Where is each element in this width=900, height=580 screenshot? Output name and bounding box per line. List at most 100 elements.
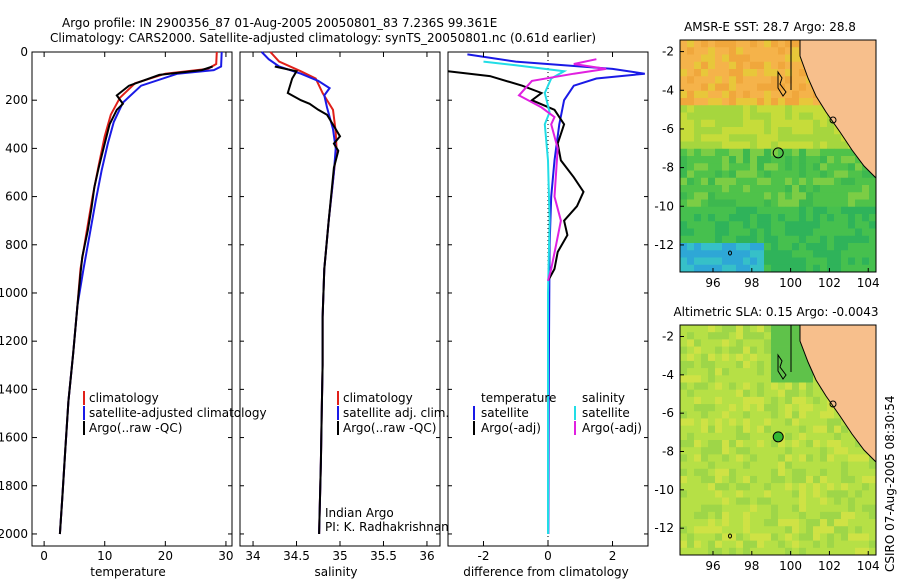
map-cell xyxy=(806,382,814,390)
map-cell xyxy=(764,547,772,556)
map-cell xyxy=(806,547,814,556)
map-cell xyxy=(771,519,779,527)
map-cell xyxy=(736,411,744,419)
map-cell xyxy=(841,264,849,273)
map-cell xyxy=(750,339,758,347)
map-cell xyxy=(820,511,828,520)
map-cell xyxy=(687,235,695,244)
island-outline xyxy=(829,116,837,124)
map-cell xyxy=(757,497,765,505)
map-cell xyxy=(743,90,751,99)
map-cell xyxy=(806,468,814,477)
map-cell xyxy=(813,396,821,405)
map-cell xyxy=(729,214,737,222)
map-cell xyxy=(764,105,772,113)
map-cell xyxy=(757,192,765,200)
map-cell xyxy=(764,332,772,340)
map-cell xyxy=(715,533,723,541)
map-cell xyxy=(862,177,870,186)
map-cell xyxy=(715,185,723,193)
map-cell xyxy=(778,83,786,92)
map-cell xyxy=(778,411,786,419)
map-cell xyxy=(701,192,709,200)
map-cell xyxy=(757,447,765,455)
map-cell xyxy=(869,264,877,273)
map-cell xyxy=(701,325,709,333)
map-cell xyxy=(841,185,849,193)
map-cell xyxy=(764,447,772,455)
map-cell xyxy=(785,69,793,77)
map-cell xyxy=(715,206,723,215)
series-line-climatology xyxy=(58,51,218,535)
temperature-panel: 0 10 20 30 02004006008001000120014001600180… xyxy=(0,45,267,579)
map-cell xyxy=(736,141,744,150)
map-cell xyxy=(729,432,737,441)
map-cell xyxy=(736,54,744,63)
map-cell xyxy=(764,83,772,92)
map-cell xyxy=(687,214,695,222)
x-tick-label: -2 xyxy=(477,549,489,563)
map-cell xyxy=(736,368,744,376)
map-cell xyxy=(701,339,709,347)
map-cell xyxy=(827,432,835,441)
map-cell xyxy=(792,447,800,455)
map-cell xyxy=(806,497,814,505)
map-cell xyxy=(722,90,730,99)
map-cell xyxy=(869,192,877,200)
map-cell xyxy=(687,483,695,491)
map-cell xyxy=(771,454,779,462)
map-cell xyxy=(848,440,856,448)
map-cell xyxy=(701,475,709,484)
map-cell xyxy=(792,112,800,121)
map-cell xyxy=(771,98,779,106)
map-cell xyxy=(778,360,786,369)
map-cell xyxy=(792,375,800,383)
map-cell xyxy=(771,61,779,70)
map-cell xyxy=(820,127,828,135)
map-cell xyxy=(722,483,730,491)
map-cell xyxy=(750,497,758,505)
map-cell xyxy=(764,243,772,251)
map-cell xyxy=(834,192,842,200)
map-cell xyxy=(722,185,730,193)
map-cell xyxy=(750,353,758,362)
map-cell xyxy=(806,170,814,179)
map-cell xyxy=(813,440,821,448)
map-cell xyxy=(764,404,772,412)
map-cell xyxy=(785,90,793,99)
map-cell xyxy=(785,519,793,527)
map-cell xyxy=(757,90,765,99)
map-cell xyxy=(820,483,828,491)
map-cell xyxy=(841,547,849,556)
map-cell xyxy=(806,192,814,200)
map-cell xyxy=(729,526,737,534)
map-cell xyxy=(694,411,702,419)
map-cell xyxy=(764,396,772,405)
y-tick-label: -6 xyxy=(662,122,674,136)
map-cell xyxy=(729,250,737,258)
map-cell xyxy=(806,105,814,113)
map-cell xyxy=(827,461,835,470)
map-cell xyxy=(701,141,709,150)
map-cell xyxy=(757,346,765,355)
map-cell xyxy=(687,156,695,164)
map-cell xyxy=(750,40,758,48)
map-cell xyxy=(862,264,870,273)
difference-legend: temperature satellite Argo(-adj) salinit… xyxy=(473,391,642,435)
map-cell xyxy=(687,447,695,455)
map-cell xyxy=(743,497,751,505)
map-cell xyxy=(736,192,744,200)
map-cell xyxy=(806,396,814,405)
map-cell xyxy=(862,511,870,520)
map-cell xyxy=(701,76,709,84)
map-cell xyxy=(771,425,779,434)
map-cell xyxy=(855,257,863,266)
map-cell xyxy=(841,475,849,484)
map-cell xyxy=(743,134,751,142)
map-cell xyxy=(813,533,821,541)
map-cell xyxy=(687,221,695,229)
map-cell xyxy=(778,490,786,498)
map-cell xyxy=(701,185,709,193)
map-cell xyxy=(785,440,793,448)
map-cell xyxy=(785,511,793,520)
